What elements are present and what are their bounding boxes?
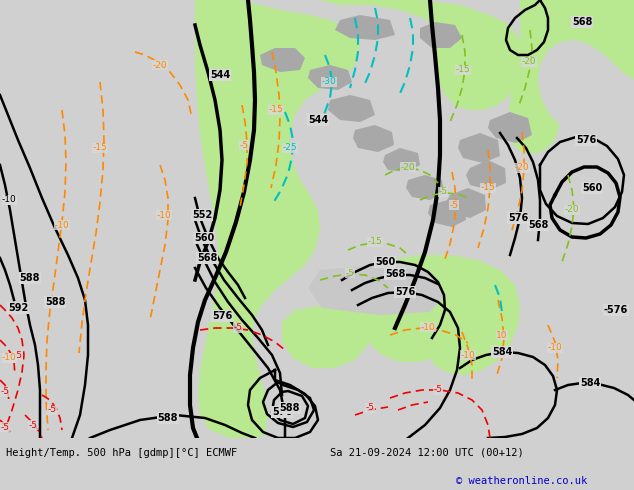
Text: -5: -5 [233, 323, 242, 333]
Text: 560: 560 [582, 183, 602, 193]
Polygon shape [350, 280, 468, 362]
Polygon shape [406, 175, 444, 200]
Text: -20: -20 [515, 164, 529, 172]
Polygon shape [428, 200, 466, 227]
Text: -5: -5 [1, 388, 10, 396]
Text: Height/Temp. 500 hPa [gdmp][°C] ECMWF: Height/Temp. 500 hPa [gdmp][°C] ECMWF [6, 447, 238, 458]
Text: -25: -25 [283, 144, 297, 152]
Polygon shape [335, 15, 395, 40]
Text: 588: 588 [158, 413, 178, 423]
Text: -20: -20 [153, 60, 167, 70]
Text: 568: 568 [197, 253, 217, 263]
Text: 544: 544 [308, 115, 328, 125]
Text: -15: -15 [456, 66, 470, 74]
Text: -5: -5 [346, 269, 354, 277]
Text: -10: -10 [2, 196, 16, 204]
Text: -10: -10 [55, 220, 69, 229]
Text: 584: 584 [492, 347, 512, 357]
Text: 592: 592 [8, 303, 28, 313]
Text: -5: -5 [13, 350, 22, 360]
Text: © weatheronline.co.uk: © weatheronline.co.uk [456, 476, 588, 486]
Text: 588: 588 [280, 403, 301, 413]
Text: -20: -20 [401, 163, 415, 172]
Polygon shape [282, 305, 368, 368]
Text: 560: 560 [194, 233, 214, 243]
Polygon shape [446, 188, 486, 218]
Text: -5: -5 [434, 386, 443, 394]
Text: 576: 576 [576, 135, 596, 145]
Polygon shape [195, 0, 360, 438]
Text: -10: -10 [548, 343, 562, 352]
Polygon shape [466, 160, 506, 190]
Text: 560: 560 [375, 257, 395, 267]
Polygon shape [308, 65, 352, 90]
Polygon shape [508, 0, 634, 155]
Text: -5: -5 [365, 403, 375, 413]
Text: 576: 576 [508, 213, 528, 223]
Text: -15: -15 [93, 144, 107, 152]
Text: 576: 576 [395, 287, 415, 297]
Text: 576: 576 [212, 311, 232, 321]
Text: 588: 588 [20, 273, 40, 283]
Text: 576: 576 [272, 407, 292, 417]
Text: Sa 21-09-2024 12:00 UTC (00+12): Sa 21-09-2024 12:00 UTC (00+12) [330, 447, 524, 458]
Text: -5: -5 [48, 406, 56, 415]
Polygon shape [383, 148, 420, 172]
Text: 568: 568 [572, 17, 592, 27]
Text: -30: -30 [321, 77, 337, 87]
Text: -15: -15 [481, 183, 495, 193]
Polygon shape [260, 48, 305, 72]
Text: 568: 568 [385, 269, 405, 279]
Polygon shape [488, 112, 532, 143]
Text: 544: 544 [210, 70, 230, 80]
Text: 552: 552 [192, 210, 212, 220]
Polygon shape [328, 95, 375, 122]
Text: -15: -15 [269, 105, 283, 115]
Text: -5: -5 [439, 188, 448, 196]
Text: -10: -10 [2, 353, 16, 363]
Text: -5: -5 [1, 422, 10, 432]
Text: -5: -5 [29, 420, 37, 430]
Text: -15: -15 [368, 238, 382, 246]
Text: -5: -5 [240, 141, 249, 149]
Text: -20: -20 [565, 205, 579, 215]
Text: 584: 584 [280, 403, 300, 413]
Text: -10: -10 [420, 322, 436, 332]
Text: -5: -5 [450, 200, 458, 210]
Polygon shape [320, 0, 522, 110]
Text: 588: 588 [45, 297, 65, 307]
Polygon shape [353, 125, 394, 152]
Polygon shape [308, 265, 445, 315]
Text: -10: -10 [461, 350, 476, 360]
Text: -576: -576 [604, 305, 628, 315]
Text: -20: -20 [522, 57, 536, 67]
Text: 10: 10 [496, 330, 508, 340]
Text: -10: -10 [157, 211, 171, 220]
Polygon shape [458, 133, 500, 163]
Polygon shape [420, 22, 462, 48]
Text: 584: 584 [580, 378, 600, 388]
Text: 568: 568 [528, 220, 548, 230]
Polygon shape [390, 255, 520, 375]
